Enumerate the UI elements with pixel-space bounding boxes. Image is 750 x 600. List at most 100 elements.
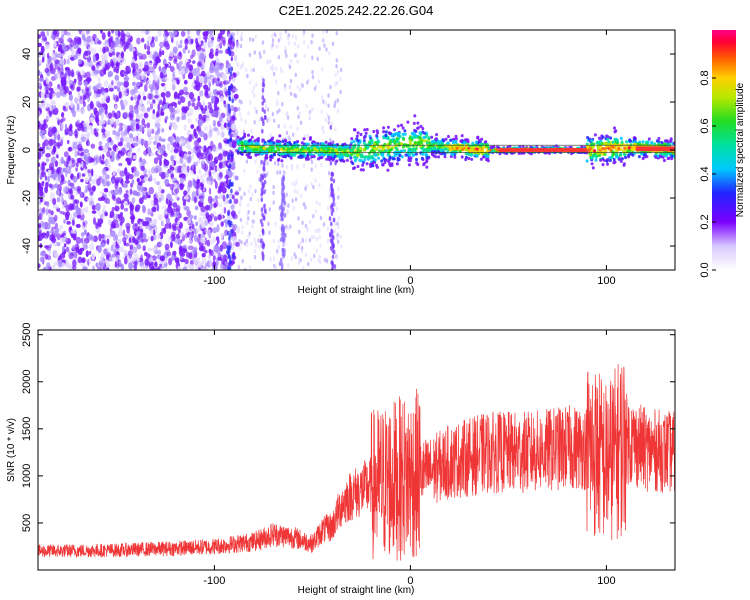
heatmap-cell bbox=[299, 87, 302, 92]
heatmap-cell bbox=[272, 184, 275, 190]
heatmap-cell bbox=[260, 197, 264, 203]
heatmap-cell bbox=[258, 51, 261, 56]
heatmap-cell bbox=[268, 117, 271, 122]
heatmap-cell bbox=[157, 30, 163, 37]
heatmap-cell bbox=[315, 248, 319, 254]
heatmap-cell bbox=[263, 160, 266, 166]
heatmap-cell bbox=[102, 111, 105, 119]
heatmap-cell bbox=[105, 64, 110, 71]
heatmap-cell bbox=[100, 196, 106, 202]
heatmap-cell bbox=[163, 96, 166, 105]
heatmap-cell bbox=[115, 244, 120, 249]
heatmap-cell bbox=[70, 194, 75, 200]
heatmap-cell bbox=[113, 249, 117, 255]
heatmap-cell bbox=[163, 85, 167, 93]
heatmap-cell bbox=[44, 253, 49, 260]
heatmap-cell bbox=[60, 237, 66, 242]
heatmap-cell bbox=[593, 133, 597, 137]
heatmap-cell bbox=[207, 230, 210, 236]
heatmap-cell bbox=[78, 147, 84, 152]
heatmap-cell bbox=[466, 138, 470, 142]
heatmap-cell bbox=[158, 197, 162, 203]
heatmap-cell bbox=[200, 198, 204, 203]
heatmap-cell bbox=[332, 197, 336, 202]
heatmap-cell bbox=[115, 118, 120, 127]
heatmap-cell bbox=[187, 184, 191, 192]
heatmap-cell bbox=[362, 148, 366, 152]
heatmap-cell bbox=[104, 265, 107, 270]
heatmap-cell bbox=[85, 250, 89, 257]
heatmap-cell bbox=[241, 224, 244, 230]
heatmap-cell bbox=[73, 54, 78, 60]
heatmap-cell bbox=[151, 53, 157, 60]
heatmap-cell bbox=[160, 171, 166, 180]
heatmap-cell bbox=[171, 208, 177, 213]
heatmap-cell bbox=[66, 139, 70, 145]
heatmap-cell bbox=[215, 199, 219, 208]
heatmap-cell bbox=[220, 124, 225, 131]
heatmap-cell bbox=[56, 70, 61, 79]
heatmap-cell bbox=[400, 123, 403, 127]
heatmap-cell bbox=[203, 84, 209, 90]
chart-title: C2E1.2025.242.22.26.G04 bbox=[279, 3, 434, 18]
heatmap-cell bbox=[277, 161, 280, 167]
heatmap-cell bbox=[215, 48, 219, 55]
heatmap-cell bbox=[216, 80, 219, 86]
heatmap-cell bbox=[126, 141, 131, 149]
heatmap-cell bbox=[212, 77, 218, 84]
heatmap-cell bbox=[76, 214, 81, 219]
heatmap-cell bbox=[170, 211, 174, 216]
heatmap-cell bbox=[654, 155, 658, 159]
heatmap-cell bbox=[276, 170, 279, 175]
heatmap-cell bbox=[152, 72, 157, 81]
heatmap-cell bbox=[218, 65, 224, 70]
heatmap-cell bbox=[350, 137, 354, 141]
heatmap-cell bbox=[64, 102, 70, 106]
heatmap-cell bbox=[233, 93, 239, 100]
heatmap-cell bbox=[262, 167, 266, 172]
heatmap-cell bbox=[245, 153, 249, 157]
heatmap-cell bbox=[150, 261, 154, 266]
heatmap-cell bbox=[45, 101, 49, 109]
heatmap-cell bbox=[140, 165, 145, 172]
heatmap-cell bbox=[152, 99, 156, 104]
heatmap-cell bbox=[199, 52, 205, 60]
heatmap-cell bbox=[148, 186, 155, 195]
heatmap-cell bbox=[165, 91, 171, 98]
heatmap-cell bbox=[127, 161, 132, 166]
heatmap-cell bbox=[118, 246, 125, 253]
heatmap-cell bbox=[103, 46, 108, 53]
heatmap-cell bbox=[276, 249, 279, 254]
heatmap-cell bbox=[46, 52, 50, 59]
heatmap-cell bbox=[201, 145, 205, 151]
heatmap-cell bbox=[195, 227, 201, 233]
heatmap-cell bbox=[95, 69, 101, 74]
heatmap-cell bbox=[657, 136, 661, 141]
heatmap-cell bbox=[45, 181, 49, 189]
heatmap-cell bbox=[147, 236, 150, 241]
heatmap-cell bbox=[202, 62, 206, 70]
heatmap-cell bbox=[285, 224, 288, 229]
heatmap-cell bbox=[128, 173, 134, 180]
heatmap-cell bbox=[311, 107, 314, 112]
heatmap-cell bbox=[326, 112, 329, 118]
heatmap-cell bbox=[76, 37, 82, 45]
heatmap-cell bbox=[102, 204, 107, 210]
heatmap-cell bbox=[89, 187, 94, 195]
heatmap-cell bbox=[136, 243, 142, 250]
heatmap-cell bbox=[105, 262, 111, 269]
heatmap-cell bbox=[227, 103, 231, 109]
heatmap-cell bbox=[322, 129, 325, 135]
heatmap-cell bbox=[228, 96, 231, 101]
heatmap-cell bbox=[257, 244, 260, 249]
heatmap-cell bbox=[155, 181, 161, 186]
heatmap-cell bbox=[163, 152, 168, 157]
heatmap-cell bbox=[215, 236, 220, 241]
heatmap-cell bbox=[376, 145, 380, 149]
heatmap-cell bbox=[193, 85, 198, 90]
heatmap-cell bbox=[45, 208, 49, 216]
heatmap-cell bbox=[284, 138, 287, 142]
heatmap-cell bbox=[216, 57, 219, 63]
heatmap-cell bbox=[263, 208, 267, 213]
heatmap-cell bbox=[280, 262, 284, 267]
